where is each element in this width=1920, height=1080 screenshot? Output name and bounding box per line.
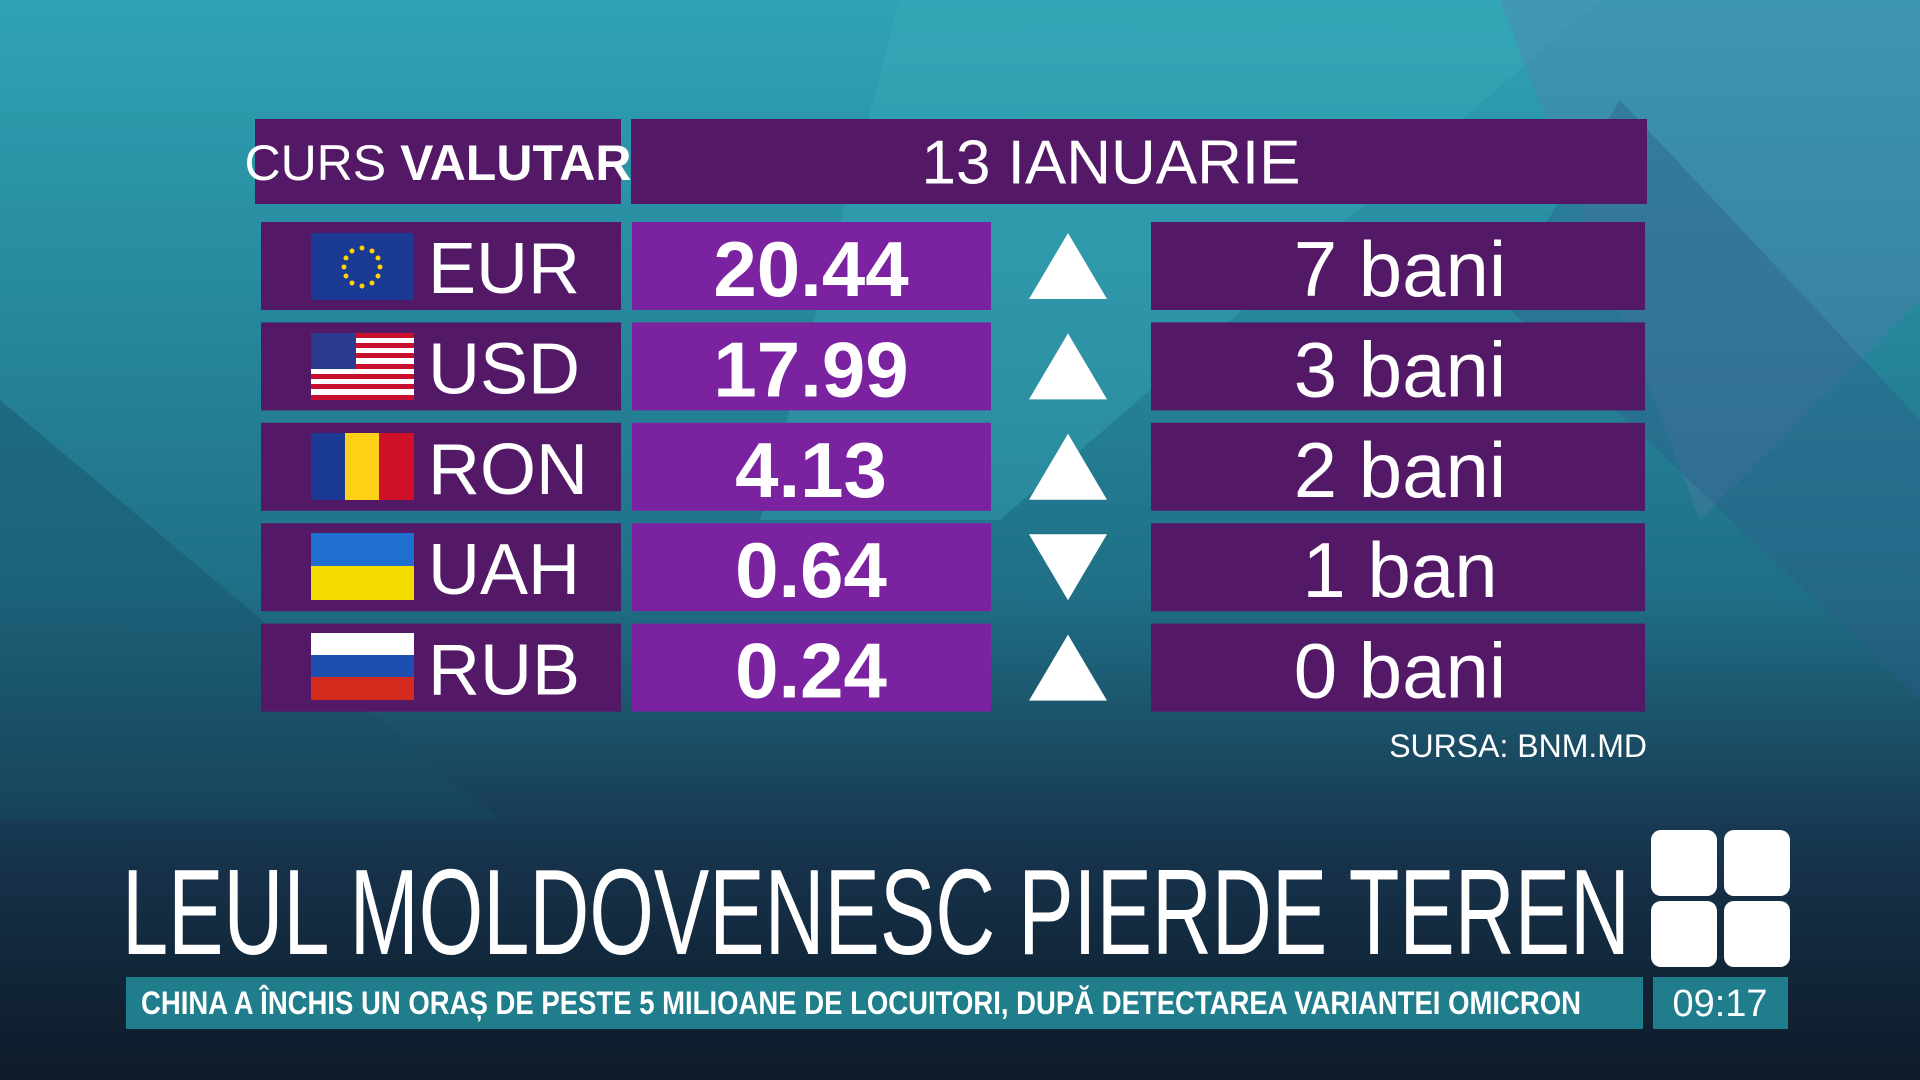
change-box [1151, 322, 1645, 411]
clock-box [1653, 977, 1788, 1029]
rate-box [632, 523, 991, 612]
flag-ron [311, 433, 414, 500]
bg-shape [0, 400, 500, 820]
direction-arrow [1029, 433, 1107, 500]
change-box [1151, 523, 1645, 612]
change-box [1151, 623, 1645, 712]
rate: 17.99 [713, 325, 908, 413]
ticker-bar [126, 977, 1643, 1029]
header-title: CURS VALUTAR [244, 135, 631, 191]
currency-code: RON [428, 430, 588, 510]
change: 0 bani [1294, 627, 1507, 715]
direction-arrow [1029, 333, 1107, 400]
header-title-bold: VALUTAR [400, 135, 631, 191]
change: 3 bani [1294, 325, 1507, 413]
direction-arrow [1029, 634, 1107, 701]
change-box [1151, 222, 1645, 310]
currency-code: USD [428, 329, 580, 409]
change: 2 bani [1294, 426, 1507, 514]
clock: 09:17 [1672, 983, 1767, 1025]
direction-arrow [1029, 534, 1107, 601]
header-title-light: CURS [244, 135, 386, 191]
flag-eur [311, 233, 414, 300]
change: 7 bani [1294, 225, 1507, 313]
flag-usd [311, 333, 414, 400]
currency-code: UAH [428, 530, 580, 610]
headline: LEUL MOLDOVENESC PIERDE TEREN [122, 844, 1630, 980]
change-box [1151, 422, 1645, 511]
rate: 0.64 [735, 526, 887, 614]
rate: 20.44 [713, 225, 908, 313]
source: SURSA: BNM.MD [1389, 728, 1647, 764]
flag-rub [311, 633, 414, 700]
rate-box [632, 422, 991, 511]
ticker: CHINA A ÎNCHIS UN ORAȘ DE PESTE 5 MILIOA… [141, 985, 1581, 1021]
header-box [255, 119, 621, 204]
logo [1651, 830, 1790, 967]
date: 13 IANUARIE [921, 129, 1300, 198]
rate-box [632, 623, 991, 712]
rows: EUR 20.44 7 bani USD 17.99 3 bani RON 4.13 2 ban… [261, 222, 1645, 715]
currency-code: EUR [428, 229, 580, 309]
date-box [631, 119, 1647, 204]
flag-uah [311, 533, 414, 600]
rate: 0.24 [735, 627, 887, 715]
change: 1 ban [1302, 526, 1497, 614]
currency-code: RUB [428, 631, 580, 711]
direction-arrow [1029, 233, 1107, 299]
rate: 4.13 [735, 426, 887, 514]
rate-box [632, 222, 991, 310]
rate-box [632, 322, 991, 411]
